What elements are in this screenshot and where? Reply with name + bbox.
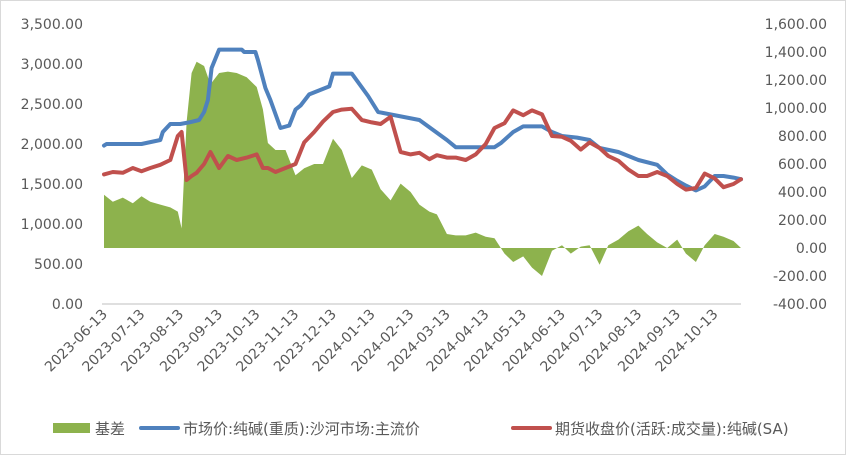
right-y-tick-label: 200.00 (778, 213, 827, 229)
right-axis-ticks: -400.00 -200.00 0.00 200.00 400.00 600.00 800.… (765, 17, 827, 313)
left-y-tick-label: 1,500.00 (21, 177, 83, 193)
left-y-tick-label: 1,000.00 (21, 217, 83, 233)
x-axis-ticks: 2023-06-132023-07-132023-08-132023-09-13… (42, 303, 741, 375)
left-y-tick-label: 3,000.00 (21, 57, 83, 73)
right-y-tick-label: -200.00 (773, 269, 827, 285)
basis-area-layer (104, 61, 741, 276)
legend-label-spot: 市场价:纯碱(重质):沙河市场:主流价 (183, 420, 420, 438)
right-y-tick-label: 800.00 (778, 129, 827, 145)
right-y-tick-label: 0.00 (796, 241, 827, 257)
legend-label-futures: 期货收盘价(活跃:成交量):纯碱(SA) (555, 420, 789, 438)
spot-price-line (102, 47, 743, 193)
left-y-tick-label: 2,000.00 (21, 137, 83, 153)
left-y-tick-label: 0.00 (52, 297, 83, 313)
chart-legend: 基差 市场价:纯碱(重质):沙河市场:主流价 期货收盘价(活跃:成交量):纯碱(SA… (53, 420, 789, 438)
left-y-tick-label: 500.00 (34, 257, 83, 273)
price-lines-layer (102, 47, 743, 193)
legend-swatch-basis (53, 423, 90, 433)
right-y-tick-label: 400.00 (778, 185, 827, 201)
right-y-tick-label: 600.00 (778, 157, 827, 173)
left-axis-ticks: 0.00 500.00 1,000.00 1,500.00 2,000.00 2,500.… (21, 17, 83, 313)
left-y-tick-label: 3,500.00 (21, 17, 83, 33)
basis-area (104, 61, 741, 276)
right-y-tick-label: 1,400.00 (765, 45, 827, 61)
right-y-tick-label: 1,000.00 (765, 101, 827, 117)
left-y-tick-label: 2,500.00 (21, 97, 83, 113)
right-y-tick-label: -400.00 (773, 297, 827, 313)
right-y-tick-label: 1,200.00 (765, 73, 827, 89)
right-y-tick-label: 1,600.00 (765, 17, 827, 33)
futures-price-line (102, 106, 743, 192)
legend-label-basis: 基差 (95, 420, 125, 438)
